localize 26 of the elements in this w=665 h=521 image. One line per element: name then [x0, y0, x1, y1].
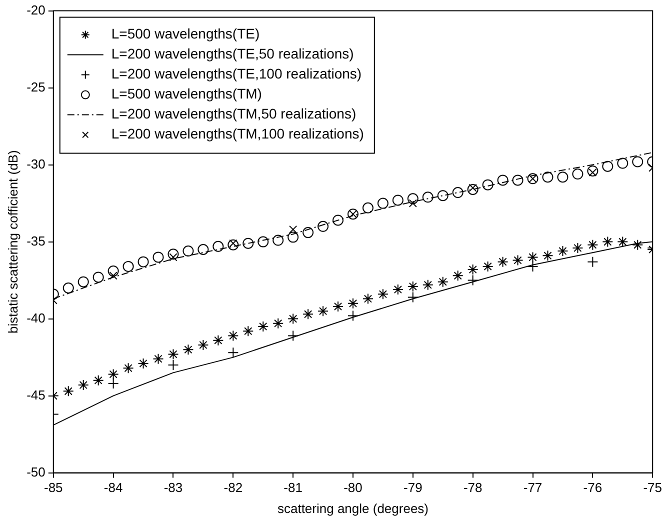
y-tick-label: -50 [26, 464, 46, 480]
x-tick-label: -78 [463, 480, 482, 496]
x-tick-label: -82 [224, 480, 243, 496]
legend-label: L=200 wavelengths(TM,100 realizations) [111, 126, 364, 142]
x-tick-label: -77 [523, 480, 542, 496]
y-tick-label: -35 [26, 233, 46, 248]
y-tick-label: -30 [26, 156, 46, 172]
y-tick-label: -25 [26, 79, 46, 94]
x-tick-label: -81 [284, 480, 302, 496]
x-tick-label: -75 [643, 480, 662, 496]
legend-label: L=200 wavelengths(TE,100 realizations) [111, 66, 362, 82]
x-tick-label: -85 [44, 480, 63, 496]
y-tick-label: -45 [26, 387, 46, 402]
legend-label: L=500 wavelengths(TM) [111, 86, 262, 102]
legend-label: L=200 wavelengths(TM,50 realizations) [111, 106, 356, 122]
y-tick-label: -40 [26, 310, 46, 326]
x-tick-label: -80 [344, 480, 362, 496]
x-axis-title: scattering angle (degrees) [277, 500, 429, 516]
x-tick-label: -84 [104, 480, 123, 496]
legend-label: L=500 wavelengths(TE) [111, 26, 260, 42]
x-tick-label: -76 [583, 480, 602, 496]
legend-label: L=200 wavelengths(TE,50 realizations) [111, 46, 354, 62]
x-tick-label: -83 [164, 480, 183, 496]
x-tick-label: -79 [404, 480, 422, 496]
y-tick-label: -20 [26, 2, 46, 18]
y-axis-title: bistatic scattering cofficient (dB) [5, 150, 20, 334]
